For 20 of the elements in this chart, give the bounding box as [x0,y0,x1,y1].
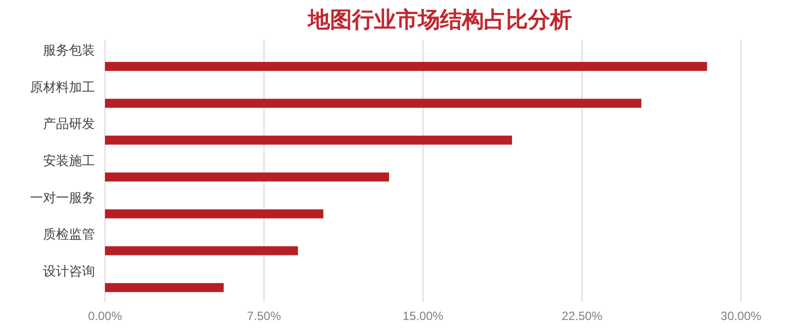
bar [105,283,224,292]
y-tick-label: 安装施工 [43,153,95,168]
bar [105,62,708,71]
x-tick-label: 0.00% [88,309,122,323]
chart-title: 地图行业市场结构占比分析 [307,7,572,32]
y-tick-label: 服务包装 [43,42,95,58]
x-tick-label: 7.50% [246,309,282,323]
bar [105,172,390,182]
y-tick-label: 原材料加工 [30,79,95,94]
x-tick-label: 30.00% [720,309,762,323]
bar [105,98,642,108]
y-tick-label: 设计咨询 [43,264,95,279]
y-tick-label: 质检监管 [43,226,95,242]
bar [105,136,512,145]
bar [105,246,298,256]
x-tick-label: 22.50% [562,309,603,323]
x-tick-label: 15.00% [402,309,444,323]
y-tick-label: 一对一服务 [30,190,95,205]
y-tick-label: 产品研发 [43,116,95,132]
bar [105,209,324,218]
